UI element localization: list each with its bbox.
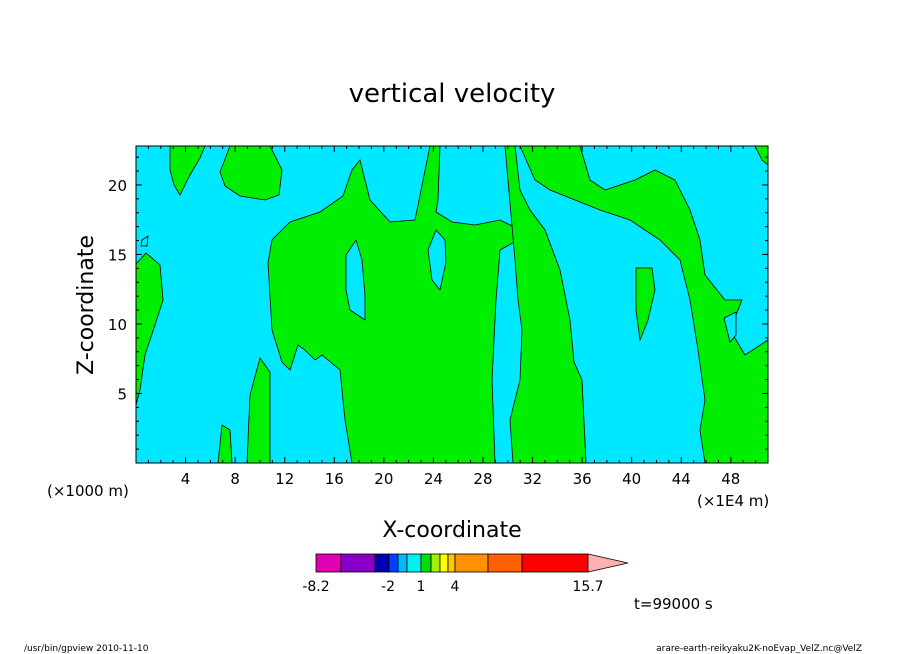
x-axis: 4 8 12 16 20 24 28 32 36 40 44 48 xyxy=(147,146,757,488)
x-tick-label: 8 xyxy=(230,470,240,488)
time-label: t=99000 s xyxy=(634,595,713,613)
x-tick-label: 44 xyxy=(672,470,691,488)
x-axis-label: X-coordinate xyxy=(382,518,521,543)
contour-region-7 xyxy=(504,145,587,464)
colorbar-label-4: 4 xyxy=(451,579,460,595)
x-tick-label: 48 xyxy=(721,470,740,488)
colorbar-arrow xyxy=(587,553,629,573)
colorbar-swatch xyxy=(454,553,489,573)
contour-region-3 xyxy=(135,252,164,406)
colorbar-swatch xyxy=(447,553,456,573)
y-tick-label: 10 xyxy=(108,316,127,334)
x-tick-label: 24 xyxy=(424,470,443,488)
contour-region-10 xyxy=(635,267,656,342)
plot-frame xyxy=(135,145,769,464)
y-axis-label: Z-coordinate xyxy=(74,235,99,375)
contour-region-6 xyxy=(267,145,519,464)
colorbar-swatch xyxy=(374,553,390,573)
negative-pockets xyxy=(140,229,737,343)
contour-region-2 xyxy=(219,145,283,201)
colorbar-label-neg2: -2 xyxy=(381,579,395,595)
y-tick-label: 20 xyxy=(108,177,127,195)
y-tick-label: 15 xyxy=(108,246,127,264)
x-tick-label: 16 xyxy=(325,470,344,488)
x-tick-label: 36 xyxy=(573,470,592,488)
footer-right: arare-earth-reikyaku2K-noEvap_VelZ.nc@Ve… xyxy=(656,644,862,654)
footer-left: /usr/bin/gpview 2010-11-10 xyxy=(24,644,149,654)
chart-title: vertical velocity xyxy=(349,79,556,109)
colorbar-swatch xyxy=(420,553,432,573)
plot-area xyxy=(135,145,769,464)
colorbar-swatch xyxy=(340,553,376,573)
x-tick-label: 20 xyxy=(374,470,393,488)
colorbar-swatch xyxy=(406,553,422,573)
colorbar-swatch xyxy=(397,553,408,573)
contour-pocket-4 xyxy=(723,311,737,343)
x-tick-label: 28 xyxy=(473,470,492,488)
colorbar-swatch xyxy=(315,553,342,573)
colorbar-swatch xyxy=(388,553,399,573)
x-unit-right: (×1E4 m) xyxy=(697,492,769,510)
colorbar-labels: -8.2 -2 1 4 15.7 xyxy=(302,579,603,595)
y-tick-label: 5 xyxy=(117,385,127,403)
x-tick-label: 4 xyxy=(181,470,191,488)
x-tick-label: 32 xyxy=(523,470,542,488)
contour-pocket-1 xyxy=(345,239,366,321)
colorbar-swatch xyxy=(521,553,589,573)
contour-pocket-2 xyxy=(427,229,447,291)
colorbar-label-max: 15.7 xyxy=(572,579,603,595)
colorbar xyxy=(315,553,629,573)
x-tick-label: 40 xyxy=(622,470,641,488)
x-unit-left: (×1000 m) xyxy=(47,482,129,500)
colorbar-swatch xyxy=(487,553,523,573)
y-axis: 5 10 15 20 xyxy=(108,156,768,450)
colorbar-swatch xyxy=(430,553,441,573)
colorbar-label-1: 1 xyxy=(417,579,426,595)
x-tick-label: 12 xyxy=(275,470,294,488)
colorbar-swatch xyxy=(439,553,449,573)
contour-region-1 xyxy=(169,145,206,196)
colorbar-label-min: -8.2 xyxy=(302,579,329,595)
contour-pocket-3 xyxy=(140,235,149,247)
